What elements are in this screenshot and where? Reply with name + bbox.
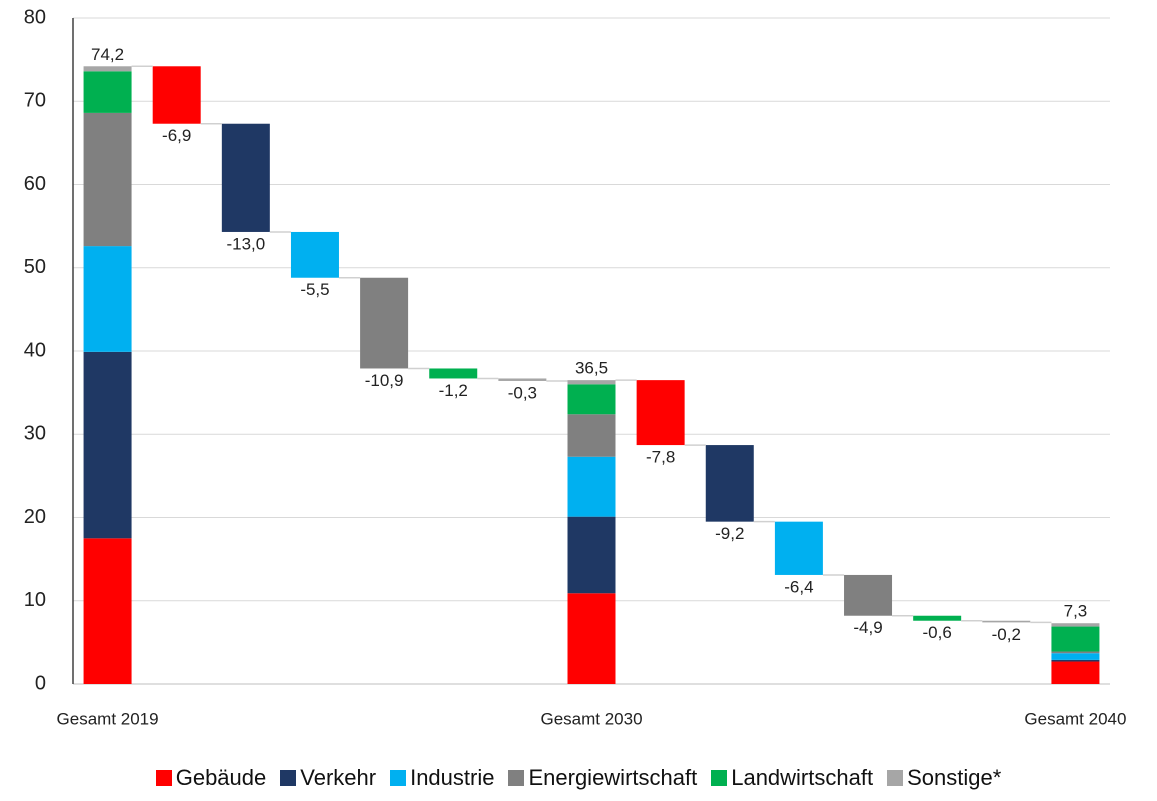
y-tick-label: 50 <box>24 256 46 278</box>
legend-label: Gebäude <box>175 765 267 790</box>
value-label: -6,4 <box>784 577 813 596</box>
value-label: -1,2 <box>439 381 468 400</box>
bar-segment <box>1051 653 1100 660</box>
legend-item: Energiewirtschaft <box>508 765 697 791</box>
y-tick-label: 20 <box>24 506 46 528</box>
legend-label: Energiewirtschaft <box>528 765 698 790</box>
bar-segment <box>567 414 616 457</box>
bar-segment <box>83 112 132 247</box>
bar-segment <box>1051 623 1100 627</box>
value-label: 7,3 <box>1064 602 1088 621</box>
bar <box>774 521 823 575</box>
x-tick-label: Gesamt 2030 <box>540 709 642 728</box>
x-tick-label: Gesamt 2040 <box>1024 709 1126 728</box>
bar <box>221 123 270 232</box>
bar-segment <box>83 66 132 72</box>
legend-item: Landwirtschaft <box>711 765 873 791</box>
legend-label: Industrie <box>410 765 495 790</box>
x-tick-label: Gesamt 2019 <box>57 709 159 728</box>
y-tick-label: 40 <box>24 339 46 361</box>
value-label: -9,2 <box>715 524 744 543</box>
y-tick-label: 10 <box>24 589 46 611</box>
bar <box>429 368 478 379</box>
value-label: -7,8 <box>646 448 675 467</box>
bar-segment <box>567 456 616 517</box>
bar-segment <box>567 384 616 415</box>
value-label: 74,2 <box>91 45 124 64</box>
legend-swatch <box>508 770 525 786</box>
bar <box>636 380 685 446</box>
bar <box>360 277 409 369</box>
legend-swatch <box>155 770 172 786</box>
bar-segment <box>83 538 132 684</box>
bar-segment <box>1051 626 1100 652</box>
value-label: -13,0 <box>226 234 265 253</box>
bar-segment <box>567 380 616 385</box>
bar <box>290 231 339 278</box>
bar <box>705 445 754 522</box>
bar <box>498 378 547 381</box>
bar-segment <box>83 351 132 539</box>
legend-label: Landwirtschaft <box>731 765 874 790</box>
value-label: 36,5 <box>575 359 608 378</box>
bar-segment <box>83 246 132 352</box>
legend: Gebäude Verkehr Industrie Energiewirtschaft… <box>0 765 1157 791</box>
value-label: -0,3 <box>508 383 537 402</box>
legend-item: Verkehr <box>280 765 376 791</box>
value-label: -10,9 <box>365 371 404 390</box>
y-tick-label: 30 <box>24 423 46 445</box>
legend-label: Verkehr <box>300 765 377 790</box>
bar-segment <box>567 516 616 594</box>
value-label: -6,9 <box>162 126 191 145</box>
value-label: -0,6 <box>923 623 952 642</box>
legend-swatch <box>280 770 297 786</box>
value-label: -4,9 <box>853 618 882 637</box>
bar <box>913 615 962 621</box>
bar-segment <box>83 71 132 113</box>
legend-label: Sonstige* <box>907 765 1002 790</box>
bar-segment <box>1051 659 1100 662</box>
bar <box>844 574 893 616</box>
bar <box>982 620 1031 623</box>
y-tick-label: 70 <box>24 90 46 112</box>
bar-segment <box>1051 661 1100 684</box>
value-label: -0,2 <box>992 625 1021 644</box>
chart: 0 10 20 30 40 50 60 70 80 Gesamt 2019 74,2 -6,9 -13,… <box>24 6 1127 728</box>
bar <box>152 66 201 124</box>
legend-swatch <box>887 770 904 786</box>
y-tick-label: 0 <box>35 672 46 694</box>
bar-segment <box>567 593 616 684</box>
legend-item: Industrie <box>390 765 494 791</box>
legend-swatch <box>711 770 728 786</box>
value-label: -5,5 <box>300 280 329 299</box>
legend-swatch <box>390 770 407 786</box>
legend-item: Sonstige* <box>887 765 1001 791</box>
legend-item: Gebäude <box>155 765 267 791</box>
y-tick-label: 60 <box>24 173 46 195</box>
bar-segment <box>1051 651 1100 654</box>
y-tick-label: 80 <box>24 6 46 28</box>
